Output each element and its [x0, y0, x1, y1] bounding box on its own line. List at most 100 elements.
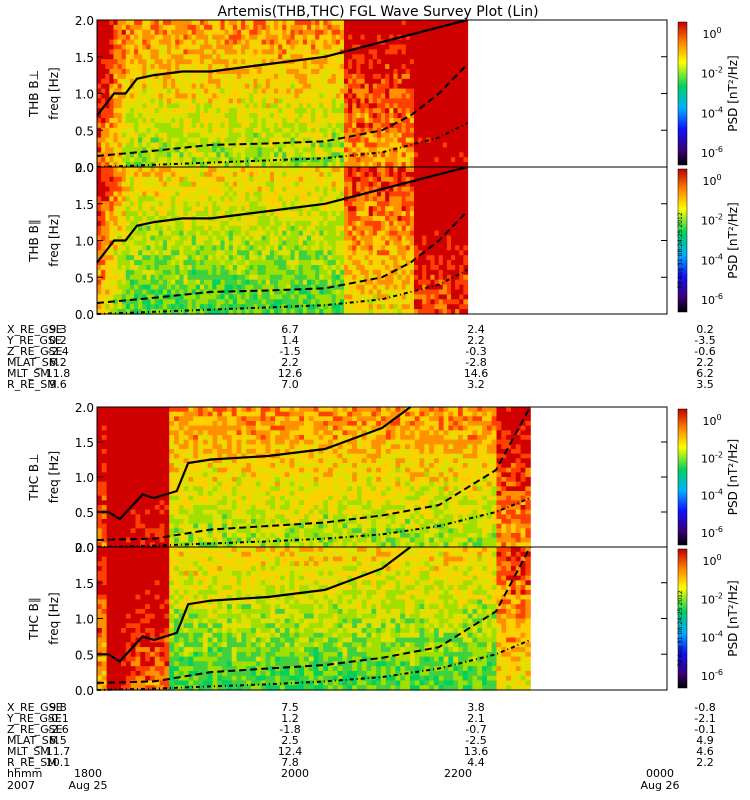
spectrogram-cell [162, 274, 168, 281]
spectrogram-cell [117, 39, 123, 46]
spectrogram-cell [282, 142, 287, 148]
spectrogram-cell [298, 167, 304, 173]
spectrogram-cell [228, 186, 234, 193]
spectrogram-cell [269, 289, 275, 295]
spectrogram-cell [290, 269, 296, 276]
spectrogram-cell [381, 59, 386, 65]
spectrogram-cell [376, 122, 382, 129]
spectrogram-cell [323, 176, 329, 183]
spectrogram-cell [265, 216, 271, 222]
spectrogram-cell [269, 157, 275, 163]
spectrogram-cell [109, 167, 115, 173]
spectrogram-cell [245, 59, 250, 65]
spectrogram-cell [360, 269, 366, 276]
spectrogram-cell [368, 122, 374, 129]
spectrogram-cell [228, 191, 234, 197]
spectrogram-cell [446, 137, 452, 144]
spectrogram-cell [109, 284, 115, 291]
spectrogram-cell [129, 299, 135, 305]
spectrogram-cell [208, 20, 213, 26]
spectrogram-cell [212, 98, 217, 104]
spectrogram-cell [269, 98, 275, 104]
spectrogram-cell [368, 157, 374, 163]
spectrogram-cell [166, 176, 172, 183]
spectrogram-cell [381, 118, 386, 124]
spectrogram-cell [195, 83, 201, 90]
spectrogram-cell [249, 162, 255, 168]
spectrogram-cell [294, 44, 300, 50]
spectrogram-cell [397, 211, 403, 217]
spectrogram-cell [360, 83, 366, 90]
spectrogram-cell [430, 132, 436, 139]
spectrogram-cell [372, 64, 378, 70]
spectrogram-cell [315, 274, 320, 281]
spectrogram-cell [294, 206, 300, 212]
spectrogram-cell [261, 284, 267, 291]
spectrogram-cell [162, 69, 168, 75]
spectrogram-cell [138, 64, 143, 70]
spectrogram-cell [286, 289, 292, 295]
spectrogram-cell [286, 225, 292, 232]
spectrogram-cell [356, 186, 362, 193]
spectrogram-cell [265, 201, 271, 207]
spectrogram-cell [101, 269, 106, 276]
spectrogram-cell [413, 162, 419, 168]
spectrogram-cell [224, 122, 230, 129]
spectrogram-cell [352, 59, 357, 65]
spectrogram-cell [125, 294, 131, 300]
spectrogram-cell [212, 20, 217, 26]
spectrogram-cell [220, 34, 226, 41]
spectrogram-cell [381, 83, 386, 90]
spectrogram-cell [430, 113, 436, 119]
spectrogram-cell [286, 196, 292, 202]
spectrogram-cell [319, 299, 325, 305]
spectrogram-cell [368, 176, 374, 183]
spectrogram-cell [372, 59, 378, 65]
spectrogram-cell [253, 230, 259, 237]
spectrogram-cell [319, 250, 325, 256]
spectrogram-cell [434, 59, 440, 65]
spectrogram-cell [195, 20, 201, 26]
spectrogram-cell [335, 279, 341, 286]
spectrogram-cell [154, 59, 160, 65]
spectrogram-cell [117, 152, 123, 158]
spectrogram-cell [327, 167, 333, 173]
spectrogram-cell [208, 255, 213, 261]
spectrogram-cell [117, 157, 123, 163]
spectrogram-cell [356, 162, 362, 168]
spectrogram-cell [385, 118, 390, 124]
spectrogram-cell [257, 127, 263, 134]
spectrogram-cell [113, 152, 119, 158]
spectrogram-cell [306, 235, 312, 242]
spectrogram-cell [232, 191, 238, 197]
spectrogram-cell [261, 152, 267, 158]
spectrogram-cell [290, 64, 296, 70]
spectrogram-cell [376, 54, 382, 60]
spectrogram-cell [356, 54, 362, 60]
spectrogram-cell [368, 250, 374, 256]
spectrogram-cell [261, 34, 267, 41]
spectrogram-cell [97, 235, 102, 242]
spectrogram-cell [294, 147, 300, 153]
spectrogram-cell [257, 255, 263, 261]
spectrogram-cell [261, 83, 267, 90]
spectrogram-cell [302, 69, 308, 75]
spectrogram-cell [381, 284, 386, 291]
spectrogram-cell [269, 147, 275, 153]
spectrogram-cell [171, 59, 176, 65]
spectrogram-cell [306, 284, 312, 291]
spectrogram-cell [138, 54, 143, 60]
spectrogram-cell [232, 235, 238, 242]
spectrogram-cell [422, 113, 427, 119]
spectrogram-cell [158, 220, 164, 227]
spectrogram-cell [372, 279, 378, 286]
spectrogram-cell [228, 147, 234, 153]
spectrogram-cell [138, 289, 143, 295]
spectrogram-cell [129, 181, 135, 188]
spectrogram-cell [183, 59, 189, 65]
spectrogram-cell [397, 49, 403, 55]
spectrogram-cell [274, 83, 279, 90]
spectrogram-cell [352, 152, 357, 158]
spectrogram-cell [455, 152, 460, 158]
spectrogram-cell [245, 299, 250, 305]
